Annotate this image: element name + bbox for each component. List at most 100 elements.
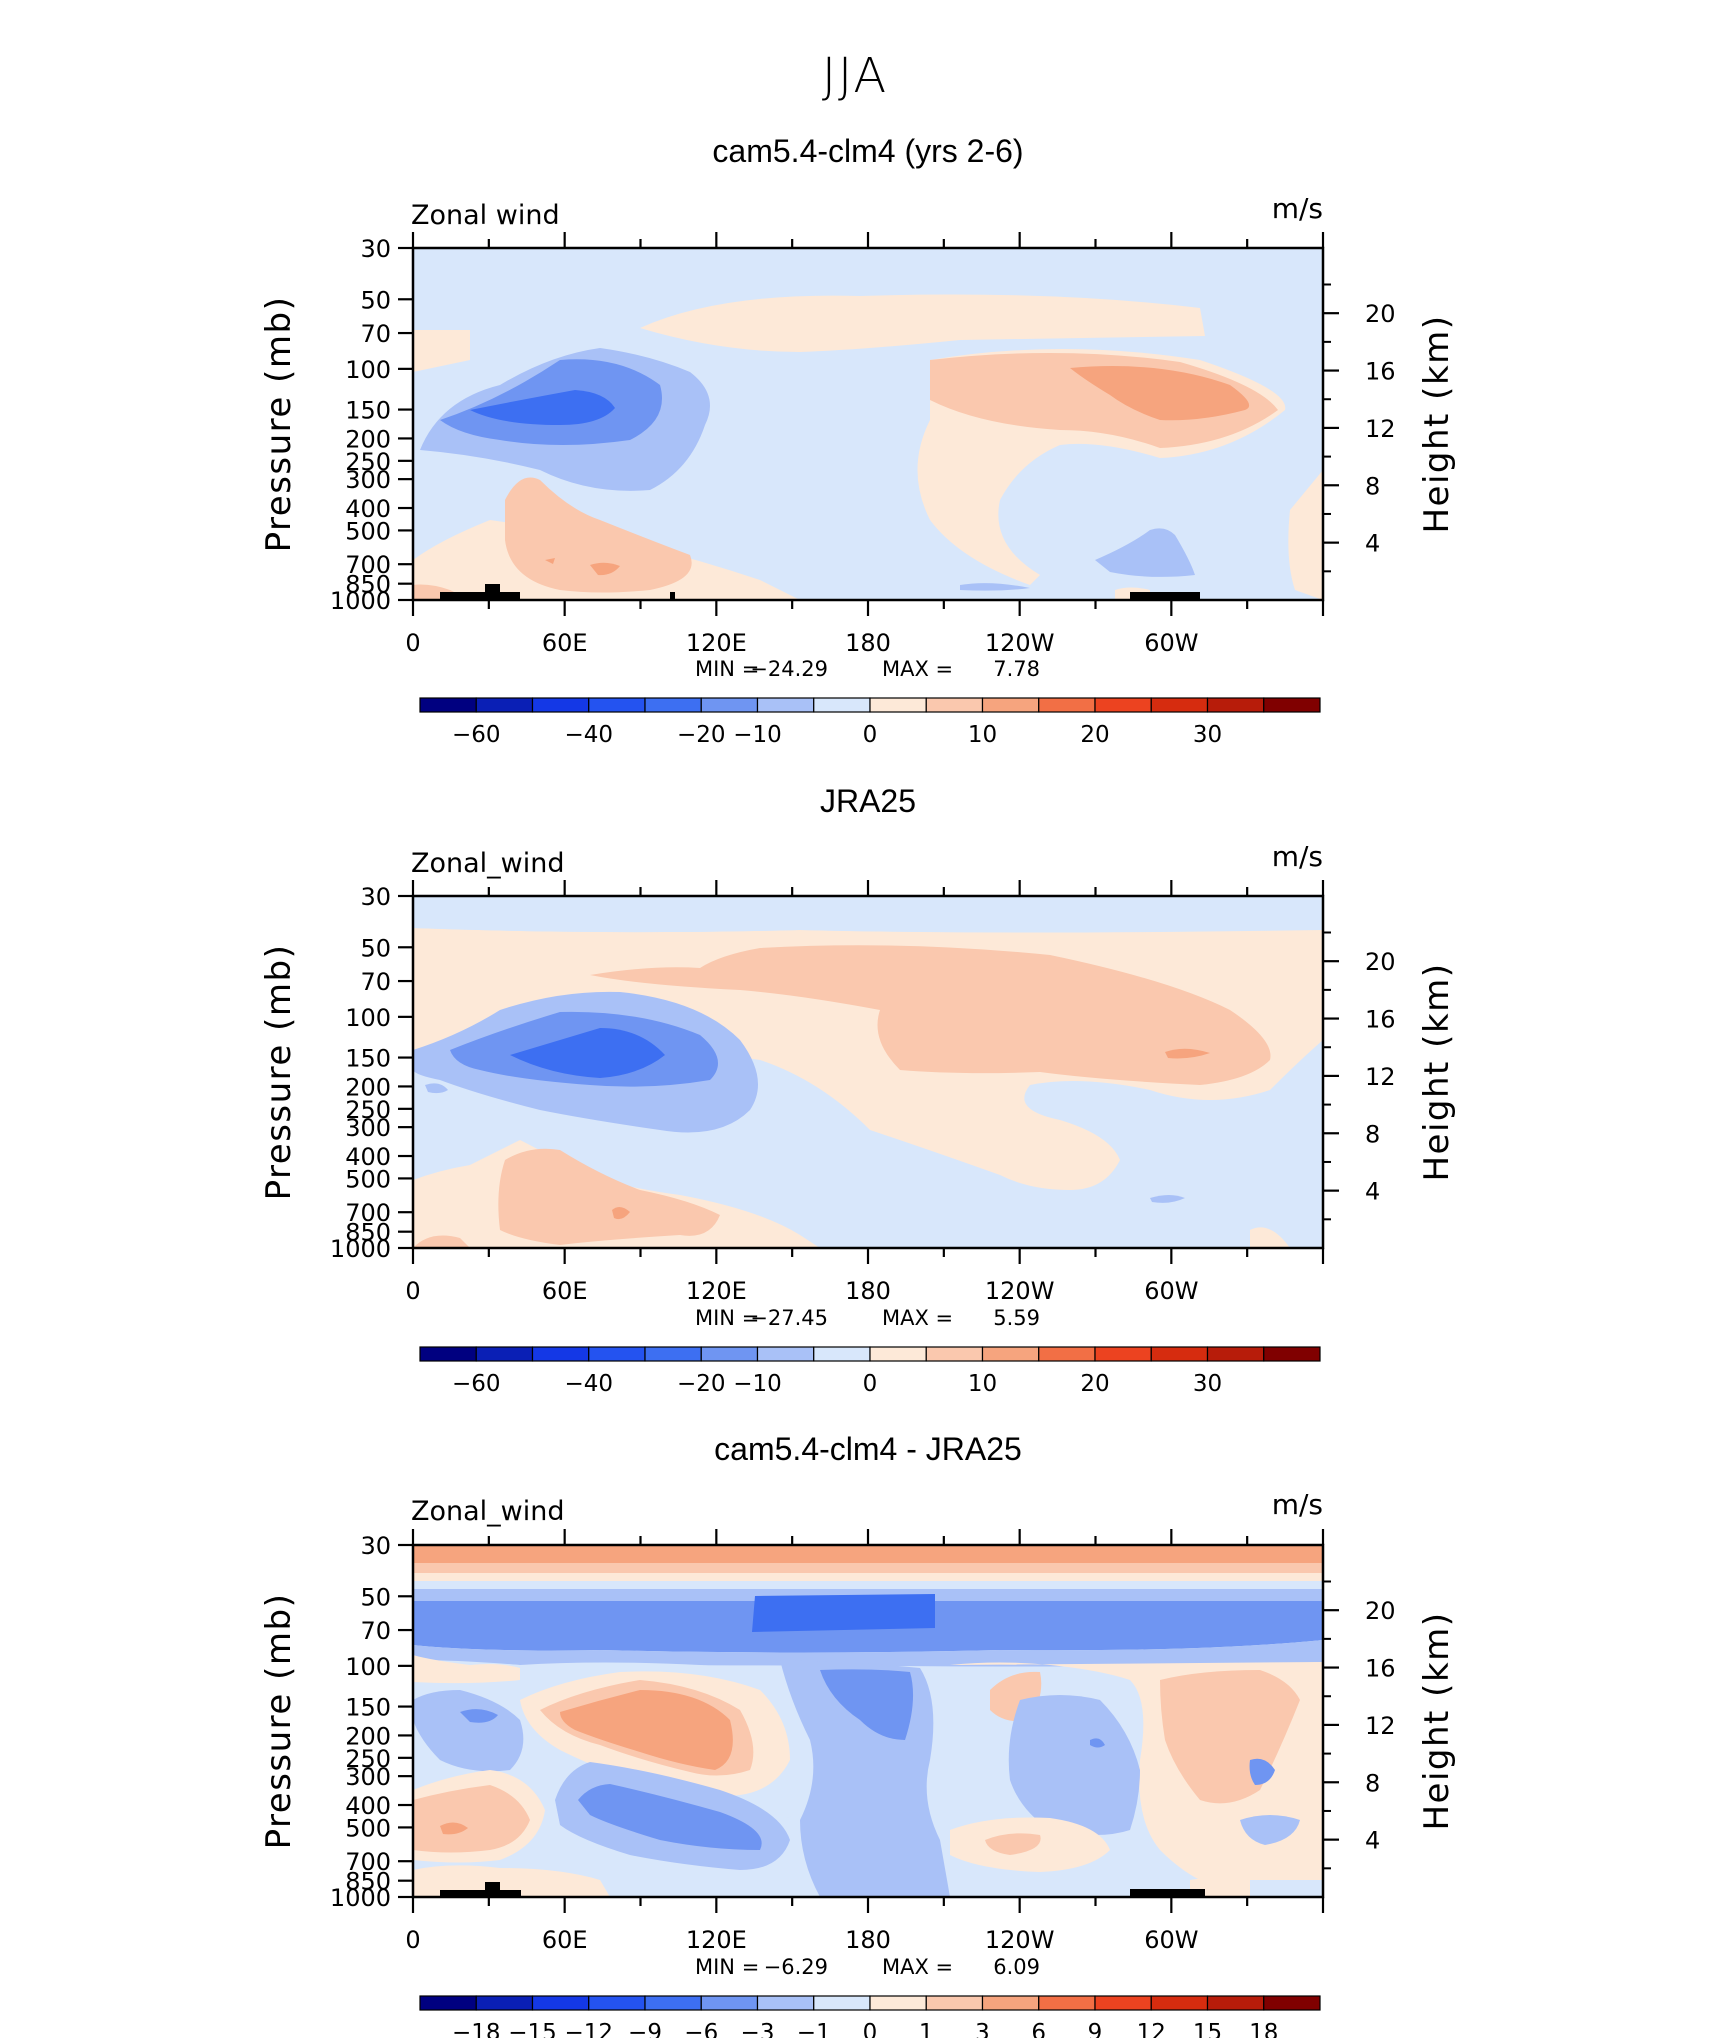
colorbar-label: −9 [628,2020,662,2038]
colorbar-swatch [588,1346,646,1362]
y-tick-label: 1000 [330,587,391,615]
y-tick-label: 100 [345,356,391,384]
right-axis-label: Height (km) [1417,314,1457,533]
x-tick-label: 120W [985,1277,1055,1305]
height-tick-label: 12 [1365,415,1396,443]
colorbar-swatch [756,1346,815,1362]
colorbar-swatch [981,1346,1040,1362]
panel-title: cam5.4-clm4 (yrs 2-6) [712,133,1023,169]
x-tick-label: 120W [985,1926,1055,1954]
colorbar-label: −10 [733,1371,782,1397]
colorbar-swatch [981,697,1040,713]
x-tick-label: 0 [405,1926,420,1954]
contour-field [413,896,1323,1248]
y-tick-label: 300 [345,1763,391,1791]
colorbar-swatch [1150,697,1209,713]
height-tick-label: 8 [1365,1769,1380,1797]
colorbar-swatch [869,1346,927,1362]
colorbar-swatch [700,697,759,713]
min-value: −24.29 [750,657,828,681]
height-tick-label: 4 [1365,1178,1380,1206]
height-tick-label: 20 [1365,300,1396,328]
y-tick-label: 850 [345,1868,391,1896]
max-label: MAX = [882,1306,953,1330]
colorbar-swatch [1094,697,1152,713]
colorbar-swatch [475,697,534,713]
y-tick-label: 200 [345,1073,391,1101]
colorbar-swatch [1150,1346,1209,1362]
colorbar-swatch [475,1995,534,2011]
x-tick-label: 0 [405,1277,420,1305]
colorbar-label: −40 [564,1371,613,1397]
colorbar-label: −10 [733,722,782,748]
colorbar: −60 −40 −20 −10 0 10 20 30 [419,1346,1321,1397]
colorbar-swatch [419,1995,477,2011]
colorbar-swatch [869,697,927,713]
y-tick-label: 700 [345,551,391,579]
units-label: m/s [1272,840,1323,873]
colorbar-label: −20 [677,722,726,748]
y-tick-label: 400 [345,495,391,523]
x-tick-label: 60W [1144,1277,1198,1305]
height-tick-label: 20 [1365,948,1396,976]
y-tick-label: 500 [345,1165,391,1193]
y-tick-label: 700 [345,1199,391,1227]
colorbar-label: 10 [968,722,997,748]
y-tick-label: 150 [345,1045,391,1073]
colorbar-swatch [1206,1346,1265,1362]
y-tick-label: 200 [345,1722,391,1750]
colorbar-swatch [644,697,702,713]
colorbar-swatch [475,1346,534,1362]
height-tick-label: 8 [1365,1120,1380,1148]
x-tick-label: 60E [542,1277,588,1305]
y-tick-label: 500 [345,1814,391,1842]
x-tick-label: 180 [845,1277,891,1305]
x-tick-label: 0 [405,629,420,657]
height-tick-label: 12 [1365,1712,1396,1740]
colorbar-label: 30 [1193,722,1222,748]
min-value: −6.29 [764,1955,828,1979]
height-tick-label: 20 [1365,1597,1396,1625]
colorbar-label: 15 [1193,2020,1222,2038]
colorbar: −18 −15 −12 −9 −6 −3 −1 0 1 3 6 9 12 15 18 [419,1995,1321,2038]
y-tick-label: 200 [345,425,391,453]
colorbar-swatch [1150,1995,1209,2011]
max-value: 5.59 [993,1306,1040,1330]
colorbar-swatch [1038,697,1096,713]
colorbar-swatch [588,697,646,713]
right-axis-label: Height (km) [1417,1611,1457,1830]
colorbar-label: −60 [452,722,501,748]
height-tick-label: 4 [1365,1827,1380,1855]
colorbar-swatch [531,697,590,713]
colorbar-label: −20 [677,1371,726,1397]
colorbar-swatch [644,1346,702,1362]
figure-title: JJA [821,48,889,104]
colorbar-swatch [700,1995,759,2011]
y-tick-label: 500 [345,517,391,545]
colorbar-swatch [1206,1995,1265,2011]
height-tick-label: 12 [1365,1063,1396,1091]
y-tick-label: 1000 [330,1235,391,1263]
colorbar-swatch [756,1995,815,2011]
x-tick-label: 60E [542,629,588,657]
colorbar-label: −18 [452,2020,501,2038]
axes: 0 60E 120E 180 120W 60W3050701001502002503004… [330,1529,1396,1954]
colorbar-swatch [1263,1346,1321,1362]
x-tick-label: 60E [542,1926,588,1954]
colorbar-swatch [981,1995,1040,2011]
colorbar-label: −1 [797,2020,831,2038]
min-label: MIN = [695,1306,759,1330]
y-tick-label: 400 [345,1143,391,1171]
y-tick-label: 100 [345,1653,391,1681]
colorbar-swatch [1038,1995,1096,2011]
max-value: 6.09 [993,1955,1040,1979]
colorbar-swatch [588,1995,646,2011]
min-value: −27.45 [750,1306,828,1330]
x-tick-label: 120E [686,629,747,657]
colorbar-label: −3 [741,2020,775,2038]
y-tick-label: 100 [345,1004,391,1032]
x-tick-label: 120W [985,629,1055,657]
colorbar-swatch [419,697,477,713]
colorbar-label: −15 [508,2020,557,2038]
